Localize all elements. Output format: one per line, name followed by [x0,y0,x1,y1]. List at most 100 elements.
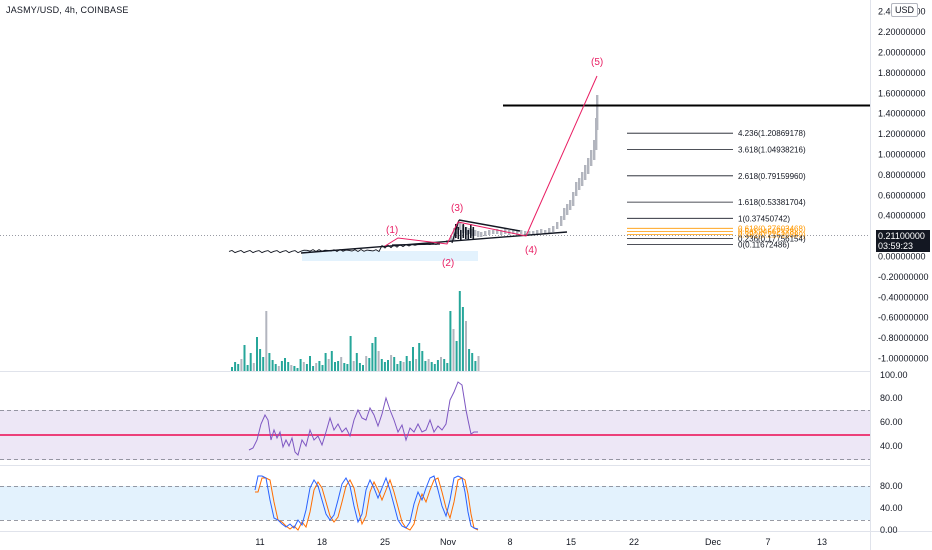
volume-bar [433,364,436,371]
volume-bar [252,363,255,371]
volume-bar [418,343,421,371]
time-axis-label: 7 [765,537,770,547]
stoch-axis-label: 40.00 [880,503,903,513]
volume-bar [405,356,408,371]
volume-bar [315,363,318,371]
volume-bar [355,353,358,371]
price-axis-label: 1.80000000 [878,68,926,78]
volume-bar [330,351,333,371]
elliott-label: (4) [525,245,537,256]
volume-bar [305,364,308,371]
rsi-axis-label: 100.00 [880,370,908,380]
current-price-value: 0.21100000 [878,231,925,241]
volume-bar [396,364,399,371]
volume-bar [293,366,296,371]
volume-bar [287,362,290,371]
price-axis-label: 1.40000000 [878,109,926,119]
price-candle [524,231,527,235]
fib-label: 1(0.37450742) [738,214,790,223]
price-candle [459,222,462,230]
elliott-label: (5) [591,57,603,68]
volume-bar [262,357,265,371]
wedge-left-line [451,219,460,244]
volume-bar [380,359,383,371]
price-candle [512,229,515,234]
volume-bar [256,337,258,371]
time-axis-label: 8 [507,537,512,547]
price-candle [450,236,453,242]
time-axis-label: 22 [629,537,639,547]
volume-bar [240,359,243,371]
rsi-axis-label: 80.00 [880,393,903,403]
volume-bar [284,358,286,371]
price-axis-label: 0.60000000 [878,190,926,200]
volume-bar [387,360,389,371]
time-axis-label: 15 [566,537,576,547]
volume-bar [412,347,414,371]
price-candle [516,230,519,235]
price-candle [593,140,596,160]
price-axis-label: 1.00000000 [878,150,926,160]
volume-bar [477,356,480,371]
volume-bar [259,349,262,371]
support-zone [302,251,478,261]
symbol-title[interactable]: JASMY/USD, 4h, COINBASE [6,5,129,15]
price-candle [584,165,587,180]
volume-bar [465,321,467,371]
volume-bar [277,366,280,371]
volume-bar [471,353,474,371]
price-candle [471,229,474,236]
elliott-wave-path [384,75,598,247]
wedge-upper-line [458,219,521,232]
volume-bar [440,357,442,371]
volume-bar [321,365,324,371]
volume-bar [337,361,340,371]
price-candle [587,158,590,174]
volume-bar [302,362,305,371]
time-axis-label: 11 [255,537,264,547]
volume-bar [327,359,330,371]
price-candle [460,230,462,240]
currency-badge[interactable]: USD [891,3,919,17]
volume-bar [449,311,452,371]
elliott-label: (3) [451,203,463,214]
volume-bar [309,356,311,371]
fib-label: 0.236(0.17756154) [738,234,806,243]
price-candle [456,224,459,234]
price-candle [532,231,535,235]
rsi-axis-label: 40.00 [880,441,903,451]
price-candle [595,118,598,150]
fib-label: 0(0.11672486) [738,241,790,250]
price-candle [548,228,551,233]
price-candle [484,231,487,236]
time-axis-label: 18 [317,537,327,547]
volume-bar [346,364,349,371]
fib-label: 0.382(0.21520889) [738,231,806,240]
volume-bar [415,359,418,371]
elliott-label: (1) [386,225,398,236]
volume-bar [334,362,336,371]
volume-bar [365,356,368,371]
volume-bar [399,361,402,371]
volume-bar [234,362,237,371]
price-candle [544,230,547,234]
price-axis-label: -1.00000000 [878,354,929,364]
price-candle [465,227,467,239]
price-candle [569,200,572,210]
price-candle [468,228,471,234]
volume-bar [421,351,424,371]
price-candle [470,224,472,238]
volume-bar [446,363,449,371]
volume-bar [318,361,321,371]
volume-bar [427,359,430,371]
volume-bar [368,358,371,371]
time-axis-label: Nov [440,537,457,547]
price-candle [500,230,503,235]
volume-bar [408,361,411,371]
fib-label: 1.618(0.53381704) [738,198,806,207]
volume-bar [265,311,268,371]
fib-label: 0.618(0.27603468) [738,224,806,233]
price-axis-label: 2.00000000 [878,48,926,58]
volume-bar [424,361,427,371]
